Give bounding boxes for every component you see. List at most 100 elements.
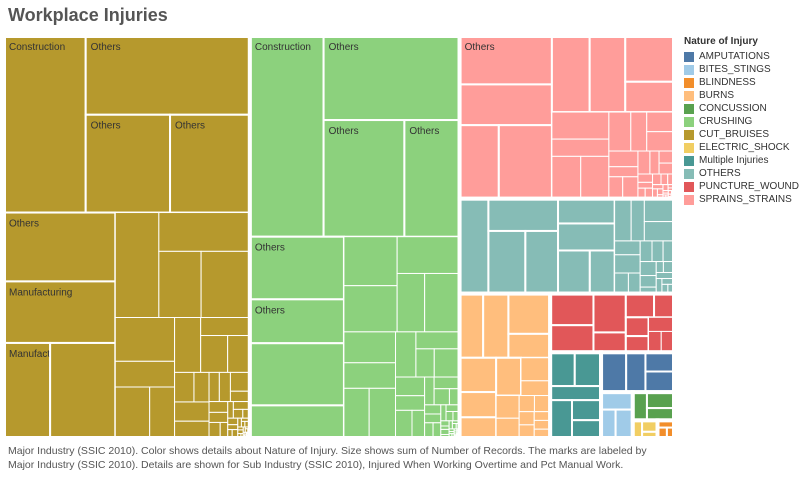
- treemap-cell[interactable]: [424, 272, 461, 333]
- treemap-cell[interactable]: [643, 221, 675, 242]
- treemap-cell[interactable]: [495, 417, 520, 439]
- treemap-cell[interactable]: [149, 386, 176, 439]
- treemap-cell[interactable]: [644, 370, 675, 394]
- treemap-cell[interactable]: [573, 351, 603, 388]
- treemap-cell[interactable]: [440, 404, 447, 422]
- treemap-cell[interactable]: [588, 35, 627, 114]
- treemap-cell[interactable]: [625, 351, 647, 394]
- treemap-cell[interactable]: [3, 341, 52, 440]
- treemap-cell[interactable]: [660, 173, 669, 186]
- treemap-cell[interactable]: [433, 376, 461, 390]
- treemap-cell[interactable]: [630, 111, 648, 152]
- treemap-cell[interactable]: [614, 272, 629, 295]
- treemap-cell[interactable]: [174, 316, 202, 373]
- treemap-cell[interactable]: [458, 197, 490, 295]
- treemap-cell[interactable]: [440, 428, 450, 435]
- treemap-cell[interactable]: [656, 188, 664, 196]
- legend-item[interactable]: SPRAINS_STRAINS: [684, 193, 796, 206]
- treemap-cell[interactable]: [200, 335, 229, 373]
- treemap-cell[interactable]: [227, 401, 234, 419]
- treemap-cell[interactable]: [639, 240, 653, 263]
- treemap-cell[interactable]: [458, 292, 485, 359]
- treemap-cell[interactable]: [644, 351, 675, 373]
- treemap-cell[interactable]: [652, 184, 664, 190]
- treemap-cell[interactable]: [322, 119, 406, 238]
- treemap-cell[interactable]: [433, 388, 450, 406]
- legend-item[interactable]: CRUSHING: [684, 115, 796, 128]
- treemap-cell[interactable]: [549, 385, 603, 402]
- treemap-cell[interactable]: [658, 162, 675, 175]
- treemap-cell[interactable]: [487, 229, 527, 295]
- treemap-cell[interactable]: [518, 395, 535, 413]
- treemap-cell[interactable]: [424, 413, 442, 424]
- treemap-cell[interactable]: [174, 401, 210, 422]
- treemap-cell[interactable]: [637, 150, 651, 175]
- treemap-cell[interactable]: [368, 387, 397, 439]
- treemap-cell[interactable]: [551, 155, 582, 200]
- treemap-cell[interactable]: [608, 176, 624, 200]
- treemap-cell[interactable]: [114, 386, 151, 439]
- treemap-cell[interactable]: [533, 395, 551, 413]
- treemap-cell[interactable]: [645, 391, 675, 410]
- treemap-cell[interactable]: [624, 35, 675, 83]
- treemap-cell[interactable]: [570, 419, 603, 440]
- treemap-cell[interactable]: [114, 360, 176, 388]
- treemap-cell[interactable]: [651, 240, 664, 263]
- treemap-cell[interactable]: [227, 424, 239, 431]
- treemap-cell[interactable]: [655, 261, 664, 273]
- treemap-cell[interactable]: [440, 425, 450, 430]
- treemap-cell[interactable]: [49, 341, 117, 440]
- treemap-cell[interactable]: [520, 380, 551, 397]
- treemap-cell[interactable]: [208, 401, 229, 413]
- treemap-cell[interactable]: [232, 401, 251, 410]
- treemap-cell[interactable]: [482, 292, 510, 359]
- treemap-cell[interactable]: [237, 417, 242, 428]
- legend-item[interactable]: BLINDNESS: [684, 76, 796, 89]
- treemap-cell[interactable]: [557, 249, 591, 295]
- treemap-cell[interactable]: [614, 198, 632, 242]
- treemap-cell[interactable]: [174, 371, 195, 403]
- treemap-cell[interactable]: [458, 356, 498, 394]
- treemap-cell[interactable]: [580, 155, 610, 200]
- treemap-cell[interactable]: [114, 212, 160, 318]
- treemap-cell[interactable]: [232, 408, 244, 419]
- treemap-cell[interactable]: [557, 222, 616, 252]
- treemap-cell[interactable]: [600, 351, 628, 394]
- treemap-cell[interactable]: [415, 348, 435, 378]
- treemap-cell[interactable]: [592, 331, 627, 354]
- treemap-cell[interactable]: [432, 422, 442, 439]
- treemap-cell[interactable]: [424, 422, 434, 439]
- treemap-cell[interactable]: [557, 197, 616, 225]
- treemap-cell[interactable]: [624, 292, 656, 319]
- treemap-cell[interactable]: [248, 235, 345, 301]
- treemap-cell[interactable]: [662, 184, 669, 192]
- treemap-cell[interactable]: [637, 173, 654, 183]
- treemap-cell[interactable]: [507, 292, 552, 335]
- legend-item[interactable]: ELECTRIC_SHOCK: [684, 141, 796, 154]
- treemap-cell[interactable]: [533, 411, 551, 421]
- treemap-cell[interactable]: [631, 391, 648, 422]
- treemap-cell[interactable]: [495, 395, 520, 419]
- treemap-cell[interactable]: [614, 408, 634, 440]
- treemap-cell[interactable]: [158, 250, 202, 318]
- treemap-cell[interactable]: [600, 408, 617, 440]
- treemap-cell[interactable]: [396, 236, 461, 274]
- treemap-cell[interactable]: [608, 150, 639, 168]
- treemap-cell[interactable]: [343, 285, 398, 333]
- treemap-cell[interactable]: [520, 357, 551, 382]
- treemap-cell[interactable]: [208, 421, 221, 439]
- treemap-cell[interactable]: [600, 391, 634, 411]
- treemap-cell[interactable]: [403, 119, 461, 238]
- treemap-cell[interactable]: [487, 197, 560, 232]
- treemap-cell[interactable]: [458, 124, 500, 200]
- treemap-cell[interactable]: [648, 330, 662, 353]
- treemap-cell[interactable]: [652, 173, 662, 186]
- treemap-cell[interactable]: [518, 411, 535, 426]
- treemap-cell[interactable]: [458, 83, 553, 127]
- treemap-cell[interactable]: [549, 399, 573, 439]
- treemap-cell[interactable]: [614, 254, 641, 274]
- treemap-cell[interactable]: [415, 331, 461, 350]
- legend-item[interactable]: BITES_STINGS: [684, 63, 796, 76]
- treemap-cell[interactable]: [451, 423, 457, 430]
- treemap-cell[interactable]: [229, 390, 251, 403]
